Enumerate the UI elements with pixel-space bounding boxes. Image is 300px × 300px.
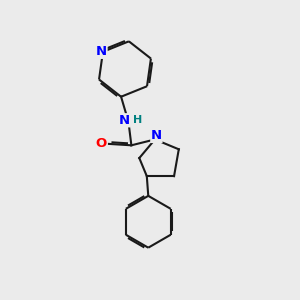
Text: O: O [96,137,107,150]
Text: H: H [133,115,142,125]
Text: N: N [119,114,130,127]
Text: N: N [96,45,107,58]
Text: N: N [151,129,162,142]
